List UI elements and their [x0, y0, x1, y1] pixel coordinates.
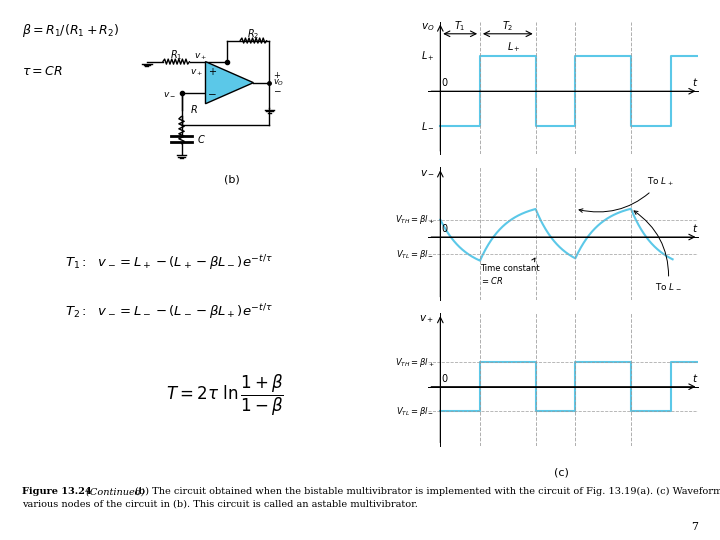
Text: To $L_+$: To $L_+$ — [579, 176, 674, 212]
Text: To $L_-$: To $L_-$ — [634, 211, 682, 292]
Text: 7: 7 — [691, 522, 698, 532]
Text: $-$: $-$ — [274, 85, 282, 94]
Text: (Continued): (Continued) — [83, 487, 148, 496]
Text: $T_2$: $T_2$ — [502, 19, 513, 33]
Text: $L_-$: $L_-$ — [420, 121, 434, 131]
Text: $T_1$: $T_1$ — [454, 19, 466, 33]
Text: $v_+$: $v_+$ — [194, 51, 207, 62]
Text: $-$: $-$ — [207, 88, 217, 98]
Text: 0: 0 — [441, 78, 447, 88]
Text: $R_1$: $R_1$ — [170, 49, 182, 62]
Text: (b) The circuit obtained when the bistable multivibrator is implemented with the: (b) The circuit obtained when the bistab… — [135, 487, 720, 496]
Text: 0: 0 — [441, 374, 447, 384]
Text: $V_{TL}=\beta l_-$: $V_{TL}=\beta l_-$ — [396, 404, 434, 418]
Text: 0: 0 — [441, 224, 447, 233]
Text: (c): (c) — [554, 467, 569, 477]
Text: $C$: $C$ — [197, 133, 206, 145]
Text: various nodes of the circuit in (b). This circuit is called an astable multivibr: various nodes of the circuit in (b). Thi… — [22, 500, 418, 509]
Text: $R_2$: $R_2$ — [247, 28, 260, 41]
Text: $v_-$: $v_-$ — [420, 167, 434, 178]
Text: Time constant
$= CR$: Time constant $= CR$ — [480, 258, 540, 286]
Text: Figure 13.24: Figure 13.24 — [22, 487, 91, 496]
Text: $v_-$: $v_-$ — [163, 89, 176, 98]
Text: (b): (b) — [224, 174, 240, 185]
Text: $v_+$: $v_+$ — [420, 313, 434, 325]
Text: $T_2:\ \ v_- = L_- - (L_- - \beta L_+)e^{-t/\tau}$: $T_2:\ \ v_- = L_- - (L_- - \beta L_+)e^… — [65, 302, 273, 322]
Text: $R$: $R$ — [189, 103, 197, 115]
Text: $v_O$: $v_O$ — [274, 77, 285, 88]
Text: $\tau = CR$: $\tau = CR$ — [22, 65, 63, 78]
Text: $+$: $+$ — [274, 70, 282, 80]
Polygon shape — [205, 62, 253, 104]
Text: $t$: $t$ — [692, 77, 698, 89]
Text: $V_{TH}=\beta l_+$: $V_{TH}=\beta l_+$ — [395, 213, 434, 226]
Text: +: + — [208, 67, 216, 77]
Text: $t$: $t$ — [692, 372, 698, 384]
Text: $L_+$: $L_+$ — [507, 40, 521, 53]
Text: $\beta = R_1/(R_1+R_2)$: $\beta = R_1/(R_1+R_2)$ — [22, 22, 119, 38]
Text: $V_{TL}=\beta l_-$: $V_{TL}=\beta l_-$ — [396, 248, 434, 261]
Text: $t$: $t$ — [692, 222, 698, 234]
Text: $V_{TH}=\beta l_+$: $V_{TH}=\beta l_+$ — [395, 356, 434, 369]
Text: $v_O$: $v_O$ — [420, 22, 434, 33]
Text: $T = 2\tau\ \ln\dfrac{1+\beta}{1-\beta}$: $T = 2\tau\ \ln\dfrac{1+\beta}{1-\beta}$ — [166, 373, 284, 418]
Text: $v_+$: $v_+$ — [189, 68, 203, 78]
Text: $T_1:\ \ v_- = L_+ - (L_+ - \beta L_-)e^{-t/\tau}$: $T_1:\ \ v_- = L_+ - (L_+ - \beta L_-)e^… — [65, 254, 273, 273]
Text: $L_+$: $L_+$ — [420, 50, 434, 63]
